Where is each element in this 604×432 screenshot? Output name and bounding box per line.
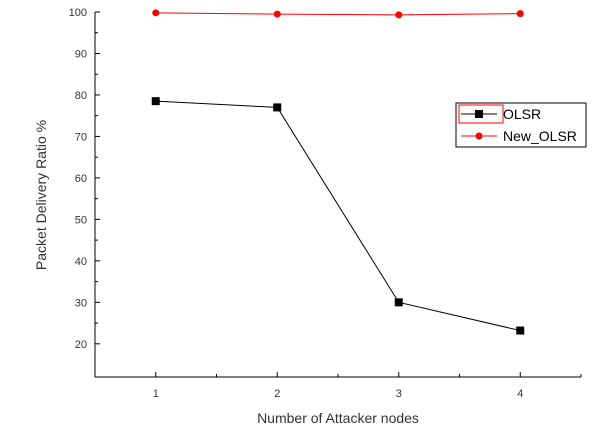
- y-tick-label: 100: [69, 7, 87, 19]
- y-axis-title: Packet Delivery Ratio %: [33, 120, 49, 270]
- x-tick-label: 2: [274, 388, 280, 400]
- data-point-new-olsr: [152, 9, 160, 17]
- x-tick-label: 1: [153, 388, 159, 400]
- data-point-olsr: [516, 326, 525, 335]
- y-tick-label: 80: [75, 90, 87, 102]
- legend-label-new-olsr: New_OLSR: [503, 128, 577, 144]
- legend: OLSR New_OLSR: [455, 102, 587, 148]
- legend-marker-new-olsr: [475, 132, 483, 140]
- series-layer: [151, 9, 525, 335]
- y-tick-label: 60: [75, 173, 87, 185]
- y-tick-label: 50: [75, 214, 87, 226]
- series-line-new-olsr: [155, 12, 521, 16]
- legend-highlight: [458, 104, 504, 124]
- axes: 20 30 40 50 60 70 80 90 100 1 2 3 4: [69, 7, 582, 400]
- x-tick-label: 3: [396, 388, 402, 400]
- x-axis-title: Number of Attacker nodes: [257, 410, 419, 426]
- data-point-olsr: [273, 103, 282, 112]
- data-point-new-olsr: [395, 11, 403, 19]
- series-line-olsr: [155, 100, 521, 332]
- data-point-new-olsr: [516, 10, 524, 18]
- y-tick-label: 20: [75, 339, 87, 351]
- legend-marker-olsr: [475, 110, 483, 118]
- data-point-olsr: [151, 97, 160, 106]
- data-point-olsr: [394, 298, 403, 307]
- legend-label-olsr: OLSR: [503, 106, 541, 122]
- data-point-new-olsr: [273, 10, 281, 18]
- x-tick-label: 4: [517, 388, 523, 400]
- y-tick-label: 70: [75, 131, 87, 143]
- y-tick-label: 30: [75, 297, 87, 309]
- y-tick-label: 90: [75, 48, 87, 60]
- y-tick-label: 40: [75, 256, 87, 268]
